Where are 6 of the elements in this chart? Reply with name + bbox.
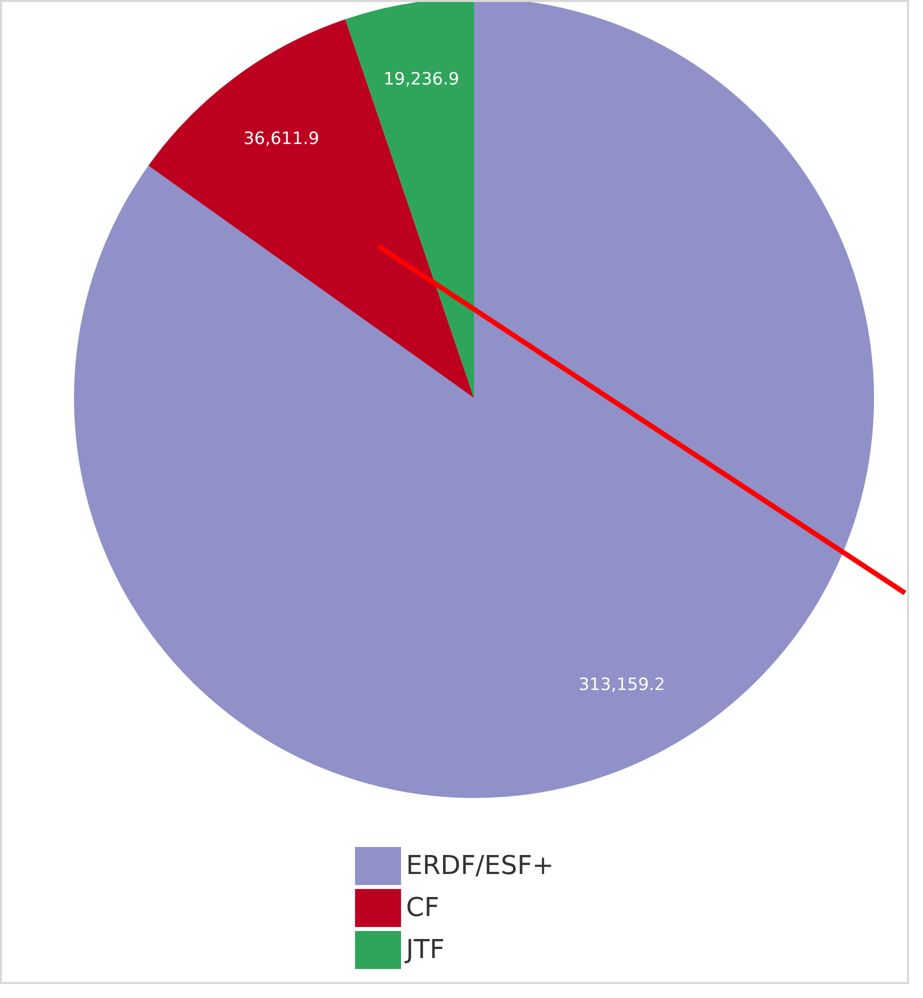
- data-label: 36,611.9: [243, 128, 320, 149]
- legend-label: ERDF/ESF+: [406, 851, 554, 881]
- data-label: 19,236.9: [383, 69, 460, 90]
- data-label: 313,159.2: [578, 675, 666, 696]
- legend-label: JTF: [404, 935, 445, 965]
- legend-label: CF: [406, 893, 440, 923]
